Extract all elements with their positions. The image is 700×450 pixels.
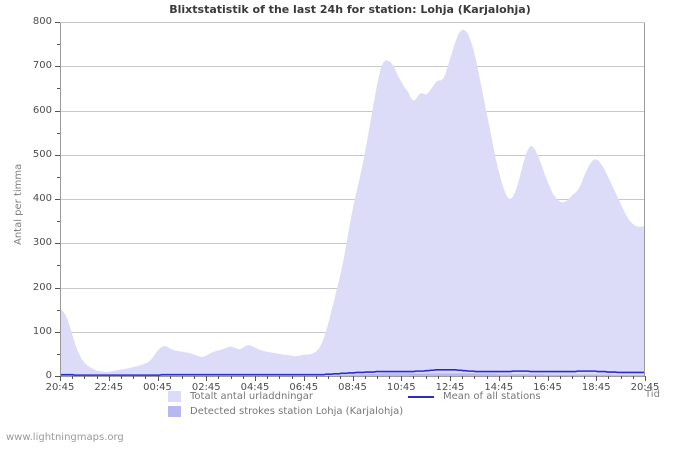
x-axis-title: Tid bbox=[645, 389, 660, 400]
legend-item-label: Totalt antal urladdningar bbox=[190, 391, 314, 402]
x-tick-label: 02:45 bbox=[191, 382, 221, 393]
legend-item[interactable]: Detected strokes station Lohja (Karjaloh… bbox=[168, 406, 403, 417]
y-tick-label: 200 bbox=[32, 281, 52, 293]
legend-item[interactable]: Totalt antal urladdningar bbox=[168, 391, 313, 402]
x-tick-label: 12:45 bbox=[435, 382, 465, 393]
x-tick-label: 08:45 bbox=[338, 382, 367, 393]
legend-color-swatch bbox=[168, 406, 181, 417]
x-tick-label: 16:45 bbox=[533, 382, 562, 393]
y-tick-label: 400 bbox=[32, 193, 52, 204]
y-tick-label: 800 bbox=[32, 16, 52, 27]
chart-legend: Totalt antal urladdningar Detected stroke… bbox=[0, 391, 700, 425]
chart-title: Blixtstatistik of the last 24h for stati… bbox=[169, 3, 531, 16]
y-tick-label: 600 bbox=[32, 104, 52, 116]
series-area-total bbox=[60, 29, 645, 377]
series-area-detected-strokes bbox=[60, 373, 645, 376]
x-tick-label: 04:45 bbox=[240, 382, 270, 393]
x-tick-label: 00:45 bbox=[143, 382, 172, 393]
y-tick-label: 100 bbox=[32, 325, 52, 337]
y-tick-label: 700 bbox=[32, 60, 52, 72]
legend-color-swatch bbox=[168, 391, 181, 402]
y-tick-label: 500 bbox=[32, 148, 52, 160]
x-tick-label: 14:45 bbox=[484, 382, 514, 393]
footer-attribution: www.lightningmaps.org bbox=[6, 432, 124, 443]
series-line-mean-of-all-stations bbox=[60, 369, 645, 376]
legend-item[interactable]: Mean of all stations bbox=[408, 391, 541, 402]
legend-line-swatch bbox=[408, 395, 434, 398]
x-tick-label: 10:45 bbox=[386, 382, 416, 393]
legend-item-label: Mean of all stations bbox=[443, 391, 541, 402]
legend-item-label: Detected strokes station Lohja (Karjaloh… bbox=[190, 406, 404, 417]
x-tick-label: 20:45 bbox=[45, 382, 75, 393]
y-tick-label: 300 bbox=[32, 237, 52, 249]
x-tick-label: 18:45 bbox=[581, 382, 611, 393]
x-tick-label: 06:45 bbox=[289, 382, 319, 393]
y-tick-label: 0 bbox=[45, 370, 52, 381]
x-tick-label: 20:45 bbox=[630, 382, 660, 393]
x-tick-label: 22:45 bbox=[94, 382, 124, 393]
